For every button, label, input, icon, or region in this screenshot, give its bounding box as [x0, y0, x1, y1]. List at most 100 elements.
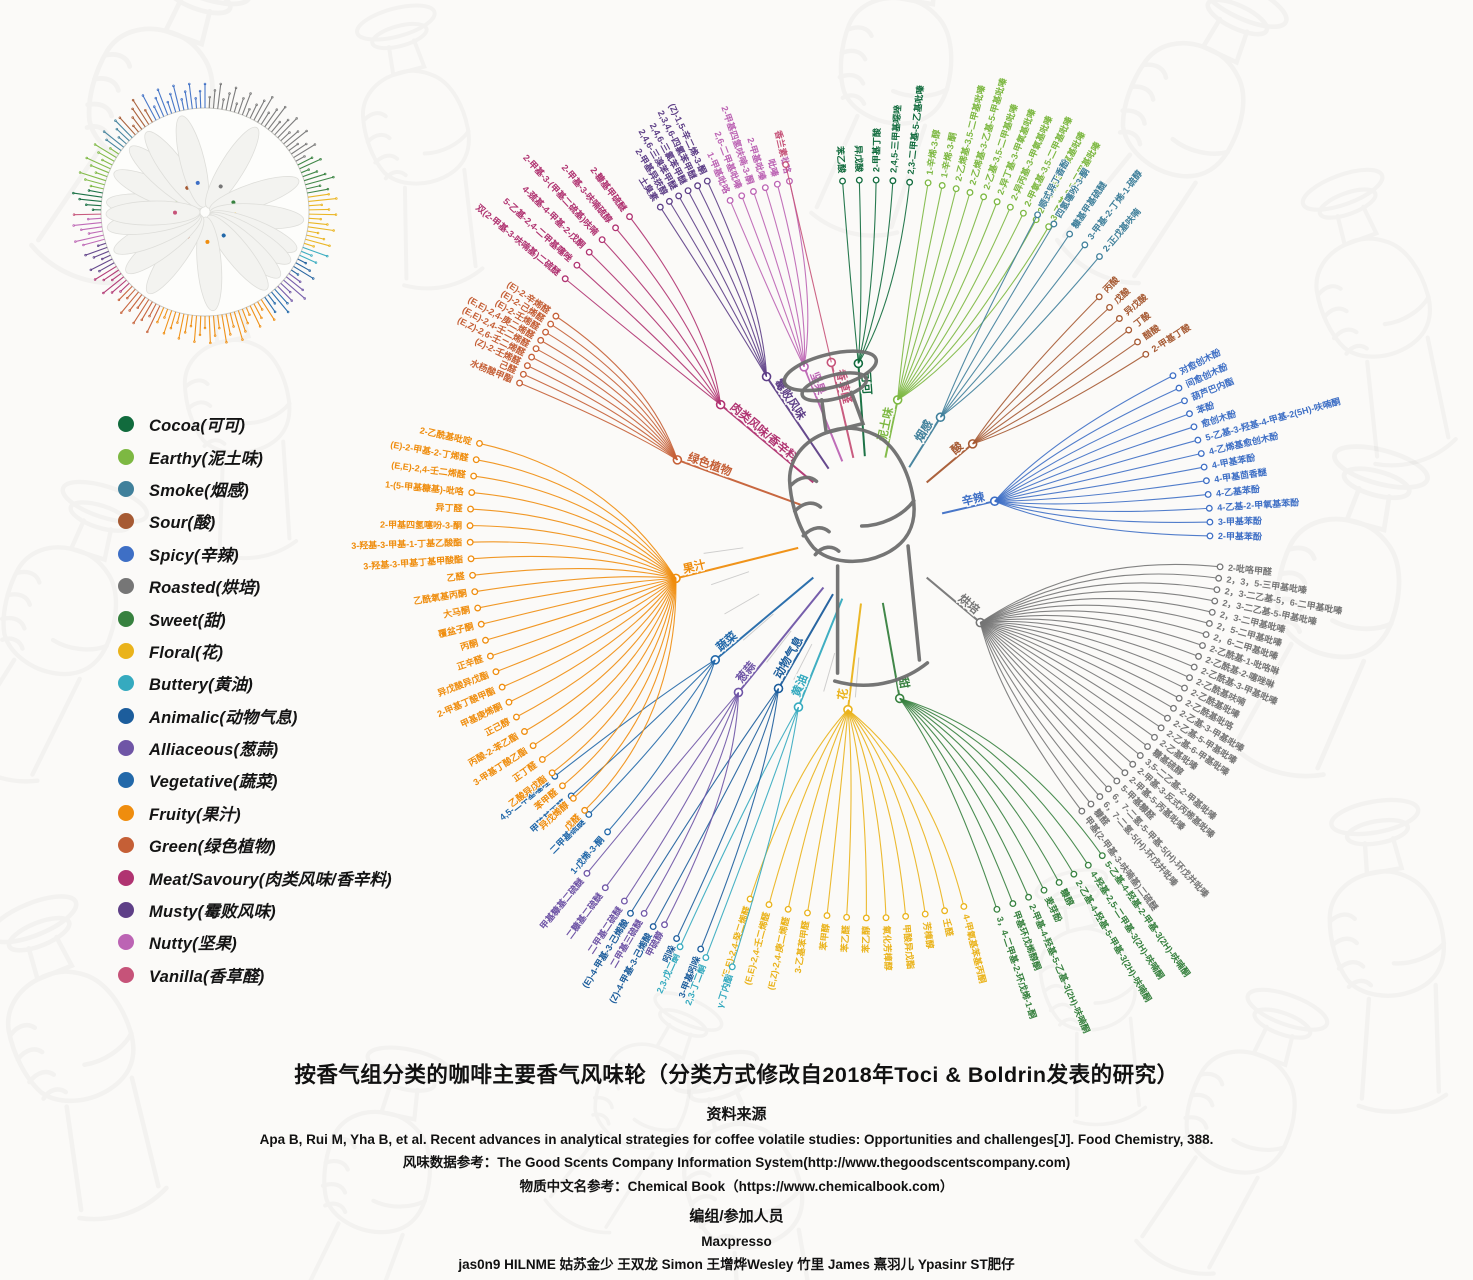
leaf-node [1009, 900, 1017, 908]
leaf-node [1200, 463, 1208, 471]
leaf-node [523, 362, 531, 370]
leaf-node [1208, 608, 1216, 616]
leaf-label: 壬醛 [941, 917, 955, 938]
leaf-node [470, 472, 478, 480]
legend-color-dot [118, 966, 134, 983]
leaf-label: (E,E)-2,4-壬二烯醛 [391, 459, 468, 480]
leaf-node [547, 320, 555, 328]
leaf-node [1194, 436, 1202, 444]
impact-ray [724, 593, 760, 615]
leaf-node [561, 275, 569, 283]
leaf-node [966, 189, 974, 196]
leaf-node [1121, 769, 1129, 777]
leaf-label: 3-乙基苯甲醛 [792, 919, 812, 974]
watermark-fist-icon [1134, 987, 1330, 1276]
leaf-node [467, 555, 475, 563]
legend-item-cocoa: Cocoa(可可) [118, 408, 392, 440]
legend-item-spicy: Spicy(辛辣) [118, 538, 392, 570]
leaf-node [585, 248, 593, 256]
branch-musty: 霉败风味土臭素2-甲基异莰醇2,4,6-三溴苯甲醚2,4,6-三氯苯甲醚2,3,… [632, 100, 830, 470]
leaf-node [1078, 807, 1086, 815]
watermark-fist-icon [0, 894, 169, 1222]
watermark-fist-icon [543, 991, 724, 1235]
leaf-node [889, 177, 897, 185]
leaf-node [1113, 777, 1121, 785]
leaf-node [512, 713, 520, 721]
branch-fruity: 果汁戊醛异戊烯醇苯甲醛乙酸异戊酯正丁醛3-甲基丁酸乙酯丙酸-2-苯乙酯正己醇甲基… [350, 423, 799, 834]
legend-item-roasted: Roasted(烘培) [118, 570, 392, 602]
leaf-label: 2-甲基丁酸 [870, 127, 882, 172]
leaf-node [1204, 491, 1212, 498]
leaf-node [532, 345, 540, 353]
legend-item-animalic: Animalic(动物气息) [118, 700, 392, 732]
leaf-node [1205, 504, 1213, 512]
leaf-node [1055, 879, 1063, 886]
legend-item-earthy: Earthy(泥土味) [118, 440, 392, 472]
leaf-node [604, 828, 612, 836]
leaf-node [952, 185, 960, 193]
category-label-roasted: 烘培 [956, 591, 983, 617]
leaf-node [1129, 760, 1137, 768]
legend-label: Smoke(烟感) [149, 481, 249, 500]
mini-wheel [72, 82, 338, 345]
leaf-node [1175, 694, 1183, 702]
category-label-alliaceous: 葱蒜 [733, 658, 759, 685]
watermark-fist-icon [1034, 867, 1148, 1127]
leaf-label: 乙酰氧基丙酮 [413, 587, 468, 606]
legend-item-sweet: Sweet(甜) [118, 602, 392, 634]
leaf-node [1216, 563, 1224, 571]
leaf-label: 苯乙醇 [860, 926, 871, 954]
leaf-node [627, 909, 634, 917]
legend-label: Cocoa(可可) [149, 417, 246, 436]
leaf-label: 苯甲醇 [817, 923, 831, 952]
leaf-node [1151, 733, 1158, 741]
watermark-fist-icon [1054, 0, 1289, 286]
leaf-label: 2-甲基苯酚 [1218, 530, 1263, 542]
page-title: 按香气组分类的咖啡主要香气风味轮（分类方式修改自2018年Toci & Bold… [294, 1063, 1179, 1087]
leaf-label: γ-丁内酯 [714, 973, 735, 1010]
leaf-node [1175, 384, 1183, 392]
leaf-label: 2-甲基四氢噻吩-3-酮 [380, 519, 462, 531]
leaf-node [1115, 315, 1123, 322]
leaf-node [656, 203, 664, 211]
leaf-label: 氧化芳樟醇 [881, 924, 894, 970]
legend-color-dot [118, 772, 134, 789]
leaf-node [581, 806, 589, 814]
leaf-node [749, 188, 757, 195]
leaf-node [598, 236, 606, 244]
legend-color-dot [118, 642, 134, 659]
watermark-fist-icon [355, 3, 485, 291]
leaf-node [1034, 211, 1042, 219]
leaf-node [855, 176, 863, 184]
legend-label: Buttery(黄油) [149, 676, 253, 695]
leaf-node [1205, 620, 1213, 627]
caption-block: 按香气组分类的咖啡主要香气风味轮（分类方式修改自2018年Toci & Bold… [0, 1052, 1473, 1277]
watermark-fist-icon [1229, 444, 1430, 779]
legend-color-dot [118, 610, 134, 627]
branch-roasted: 烘培2-吡咯甲醛2，3，5-三甲基吡嗪2，3-二乙基-5，6-二甲基吡嗪2，3-… [926, 561, 1345, 913]
leaf-node [675, 192, 683, 200]
legend-color-dot [118, 837, 134, 854]
leaf-node [960, 903, 968, 910]
leaf-node [906, 178, 914, 186]
legend-color-dot [118, 416, 134, 433]
leaf-node [661, 921, 668, 929]
legend-label: Animalic(动物气息) [149, 708, 298, 727]
category-label-spicy: 辛辣 [960, 489, 986, 508]
leaf-node [1040, 886, 1048, 894]
legend-color-dot [118, 675, 134, 692]
leaf-node [804, 909, 811, 917]
leaf-label: 1-戊烯-3-酮 [568, 834, 606, 876]
leaf-node [1095, 293, 1103, 301]
legend-label: Floral(花) [149, 643, 224, 662]
leaf-label: 4-乙基-2-甲氧基苯酚 [1217, 496, 1301, 512]
legend-item-smoke: Smoke(烟感) [118, 473, 392, 505]
leaf-label: 2-乙酰基吡啶 [419, 424, 473, 446]
leaf-node [1213, 586, 1221, 594]
legend-color-dot [118, 740, 134, 757]
leaf-node [477, 620, 485, 628]
legend-label: Sweet(甜) [149, 611, 226, 630]
legend-color-dot [118, 513, 134, 530]
legend-item-fruity: Fruity(果汁) [118, 797, 392, 829]
